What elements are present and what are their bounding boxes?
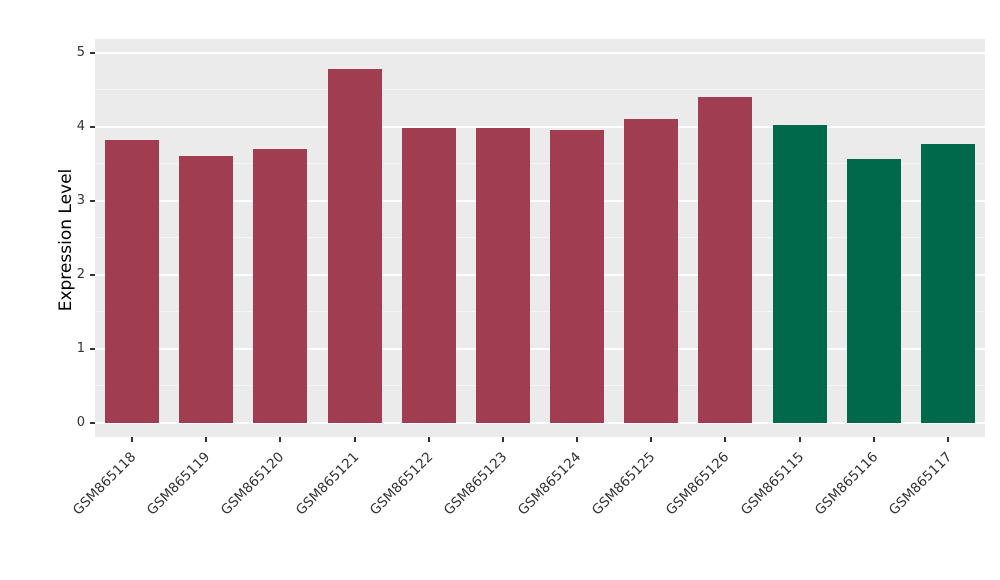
y-tick-mark bbox=[90, 200, 95, 202]
gridline-minor bbox=[95, 385, 985, 386]
y-tick-mark bbox=[90, 348, 95, 350]
x-tick-mark bbox=[724, 437, 727, 442]
gridline-major bbox=[95, 52, 985, 54]
bar bbox=[327, 69, 382, 423]
x-tick-mark bbox=[131, 437, 134, 442]
bar bbox=[920, 144, 975, 423]
y-tick-mark bbox=[90, 274, 95, 276]
bar bbox=[698, 97, 753, 423]
bar bbox=[846, 158, 901, 423]
bar bbox=[401, 127, 456, 423]
y-tick-mark bbox=[90, 52, 95, 54]
y-tick-mark bbox=[90, 126, 95, 128]
gridline-minor bbox=[95, 311, 985, 312]
bar bbox=[105, 139, 160, 423]
x-tick-mark bbox=[427, 437, 430, 442]
gridline-major bbox=[95, 348, 985, 350]
plot-panel bbox=[95, 39, 985, 437]
y-axis-title: Expression Level bbox=[56, 168, 76, 312]
gridline-major bbox=[95, 422, 985, 424]
x-tick-mark bbox=[650, 437, 653, 442]
y-tick-label: 2 bbox=[76, 267, 85, 282]
y-tick-label: 3 bbox=[76, 193, 85, 208]
bar bbox=[624, 118, 679, 423]
bar bbox=[550, 129, 605, 423]
y-tick-label: 5 bbox=[76, 45, 85, 60]
gridline-minor bbox=[95, 89, 985, 90]
x-tick-mark bbox=[576, 437, 579, 442]
bar bbox=[772, 124, 827, 423]
x-tick-mark bbox=[205, 437, 208, 442]
gridline-minor bbox=[95, 163, 985, 164]
y-tick-label: 4 bbox=[76, 119, 85, 134]
bar bbox=[179, 155, 234, 423]
y-tick-label: 0 bbox=[76, 415, 85, 430]
x-tick-mark bbox=[501, 437, 504, 442]
gridline-major bbox=[95, 200, 985, 202]
y-tick-label: 1 bbox=[76, 341, 85, 356]
bar bbox=[253, 149, 308, 423]
x-tick-mark bbox=[798, 437, 801, 442]
gridline-major bbox=[95, 126, 985, 128]
gridline-minor bbox=[95, 237, 985, 238]
x-tick-mark bbox=[872, 437, 875, 442]
x-tick-mark bbox=[353, 437, 356, 442]
x-tick-mark bbox=[279, 437, 282, 442]
gridline-major bbox=[95, 274, 985, 276]
bar bbox=[475, 128, 530, 423]
x-tick-mark bbox=[946, 437, 949, 442]
y-tick-mark bbox=[90, 422, 95, 424]
